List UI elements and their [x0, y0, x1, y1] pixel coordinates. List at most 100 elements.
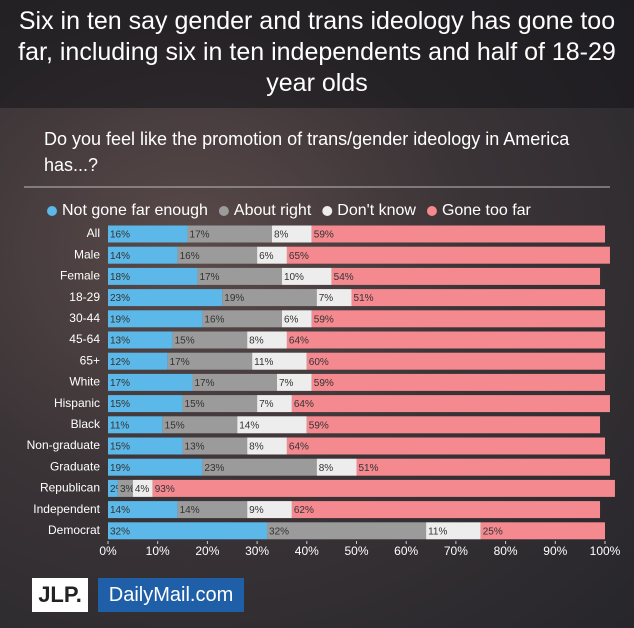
bar-segment — [311, 310, 605, 328]
bar-segment — [162, 416, 238, 434]
y-tick-label: 65+ — [80, 353, 100, 367]
y-tick-label: Black — [71, 417, 101, 431]
value-label: 16% — [110, 230, 130, 241]
bar-segment — [132, 479, 153, 497]
value-label: 7% — [279, 378, 294, 389]
bar-segment — [108, 479, 118, 497]
value-label: 15% — [110, 399, 130, 410]
value-label: 51% — [354, 293, 374, 304]
value-label: 23% — [110, 293, 130, 304]
value-label: 18% — [110, 272, 130, 283]
bar-segment — [117, 479, 133, 497]
value-label: 7% — [319, 293, 334, 304]
bar-segment — [291, 501, 601, 519]
y-tick-label: Hispanic — [54, 396, 100, 410]
bar-segment — [108, 501, 178, 519]
value-label: 8% — [274, 230, 289, 241]
legend-swatch — [47, 206, 57, 216]
y-tick-label: Female — [60, 269, 100, 283]
bar-segment — [286, 437, 605, 455]
legend-label: About right — [234, 202, 312, 219]
bar-segment — [152, 479, 615, 497]
bar-segment — [108, 416, 163, 434]
bar-segment — [108, 267, 198, 285]
bar-segment — [167, 352, 253, 370]
value-label: 10% — [284, 272, 304, 283]
value-label: 59% — [314, 314, 334, 325]
bar-segment — [306, 352, 605, 370]
value-label: 8% — [249, 442, 264, 453]
bar-segment — [108, 352, 168, 370]
chart-title: Six in ten say gender and trans ideology… — [18, 7, 616, 97]
value-label: 15% — [110, 442, 130, 453]
y-tick-label: All — [87, 226, 100, 240]
y-tick-label: 30-44 — [69, 311, 100, 325]
legend-label: Gone too far — [442, 202, 532, 219]
x-tick-label: 70% — [444, 544, 468, 558]
value-label: 14% — [110, 251, 130, 262]
bar-segment — [426, 522, 481, 540]
legend-swatch — [426, 206, 437, 216]
value-label: 23% — [204, 463, 224, 474]
bar-segment — [108, 458, 203, 476]
bar-segment — [281, 310, 312, 328]
value-label: 19% — [224, 293, 244, 304]
value-label: 64% — [289, 442, 309, 453]
bar-segment — [222, 289, 317, 307]
value-label: 13% — [185, 442, 205, 453]
value-label: 59% — [314, 230, 334, 241]
bar-segment — [247, 437, 287, 455]
value-label: 8% — [249, 336, 264, 347]
value-label: 17% — [170, 357, 190, 368]
x-tick-label: 10% — [146, 544, 170, 558]
chart-subtitle: Do you feel like the promotion of trans/… — [44, 129, 570, 175]
bar-segment — [291, 395, 610, 413]
value-label: 60% — [309, 357, 329, 368]
x-tick-label: 60% — [394, 544, 418, 558]
bar-segment — [316, 289, 352, 307]
value-label: 2% — [110, 484, 125, 495]
value-label: 64% — [289, 336, 309, 347]
bar-segment — [197, 267, 282, 285]
y-tick-label: Democrat — [48, 523, 101, 537]
legend-label: Not gone far enough — [62, 202, 208, 219]
legend-swatch — [218, 206, 229, 216]
y-tick-label: White — [69, 375, 100, 389]
bar-segment — [331, 267, 601, 285]
y-tick-label: Non-graduate — [27, 438, 101, 452]
x-tick-label: 100% — [590, 544, 621, 558]
y-tick-label: Independent — [33, 502, 100, 516]
bar-segment — [182, 437, 248, 455]
value-label: 32% — [110, 526, 130, 537]
x-tick-label: 90% — [543, 544, 567, 558]
bar-segment — [252, 352, 307, 370]
value-label: 14% — [110, 505, 130, 516]
bar-segment — [281, 267, 332, 285]
y-tick-label: 18-29 — [69, 290, 100, 304]
value-label: 93% — [155, 484, 175, 495]
bar-segment — [108, 225, 188, 243]
bar-segment — [108, 331, 173, 349]
bar-segment — [202, 310, 282, 328]
value-label: 11% — [428, 526, 447, 537]
value-label: 3% — [120, 484, 135, 495]
value-label: 16% — [204, 314, 224, 325]
value-label: 8% — [319, 463, 334, 474]
value-label: 19% — [110, 463, 130, 474]
value-label: 15% — [175, 336, 195, 347]
value-label: 15% — [185, 399, 205, 410]
value-label: 11% — [110, 420, 129, 431]
y-tick-label: Male — [74, 247, 100, 261]
x-tick-label: 30% — [245, 544, 269, 558]
bar-segment — [286, 331, 605, 349]
value-label: 17% — [199, 272, 219, 283]
bar-segment — [108, 522, 268, 540]
value-label: 6% — [259, 251, 274, 262]
x-tick-label: 0% — [99, 544, 117, 558]
value-label: 32% — [269, 526, 289, 537]
bar-segment — [108, 437, 183, 455]
value-label: 11% — [254, 357, 273, 368]
bar-segment — [267, 522, 427, 540]
value-label: 64% — [294, 399, 314, 410]
bar-segment — [108, 373, 193, 391]
